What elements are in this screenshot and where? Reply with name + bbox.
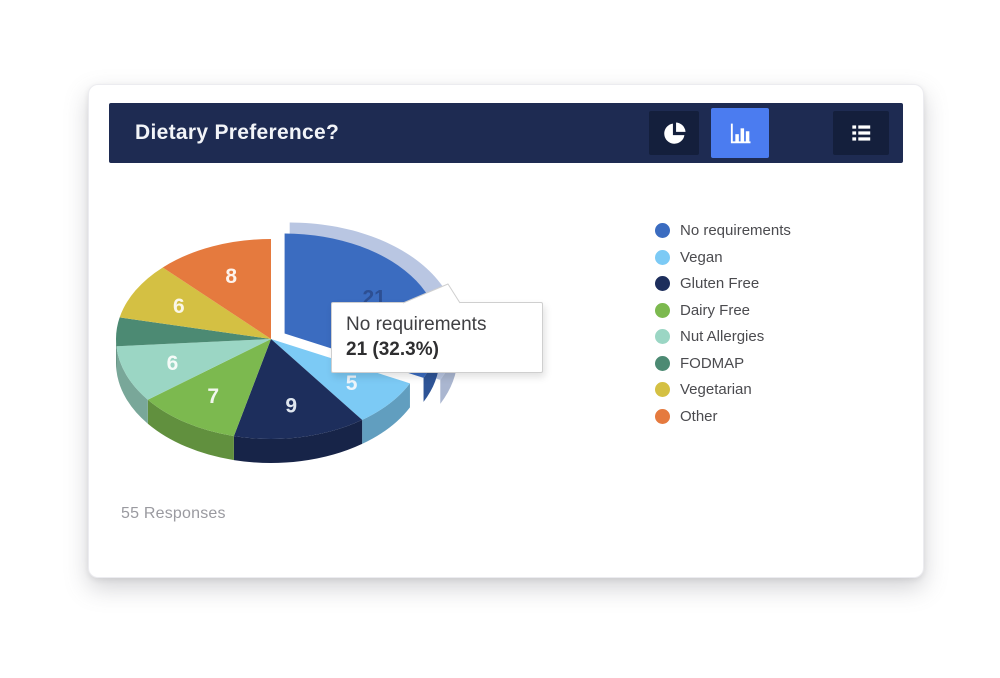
legend-item[interactable]: Nut Allergies <box>655 328 791 345</box>
slice-value-label: 7 <box>207 385 219 408</box>
pie-slice-side[interactable] <box>362 383 410 444</box>
list-view-button[interactable] <box>833 111 889 155</box>
chart-tooltip: No requirements 21 (32.3%) <box>331 302 543 373</box>
legend-swatch <box>655 355 670 371</box>
slice-value-label: 8 <box>225 265 237 288</box>
chart-legend: No requirements Vegan Gluten Free Dairy Fre… <box>655 222 791 425</box>
legend-label: Dairy Free <box>680 301 751 319</box>
legend-swatch <box>655 276 670 291</box>
legend-label: Gluten Free <box>680 275 760 292</box>
slice-value-label: 9 <box>285 395 297 418</box>
responses-count: 55 Responses <box>121 505 226 522</box>
legend-item[interactable]: Other <box>655 407 791 425</box>
list-icon <box>848 120 874 146</box>
question-title: Dietary Preference? <box>135 121 340 144</box>
pie-slice-side[interactable] <box>116 346 148 424</box>
slice-value-label: 5 <box>346 372 358 395</box>
legend-label: Other <box>680 407 718 425</box>
legend-label: Vegetarian <box>680 381 752 398</box>
legend-item[interactable]: Dairy Free <box>655 301 791 319</box>
legend-swatch <box>655 249 670 265</box>
pie-slice-fodmap[interactable] <box>116 317 272 347</box>
legend-swatch <box>655 408 670 424</box>
bar-chart-icon <box>726 119 754 147</box>
tooltip-pointer <box>402 283 461 304</box>
pie-slice-vegetarian[interactable] <box>119 267 271 339</box>
legend-label: No requirements <box>680 222 791 239</box>
legend-label: Nut Allergies <box>680 328 765 345</box>
tooltip-category: No requirements <box>346 314 487 335</box>
pie-slice-dairy-free[interactable] <box>147 339 271 437</box>
bar-chart-view-button[interactable] <box>711 108 769 158</box>
legend-swatch <box>655 329 670 344</box>
survey-question-card: Dietary Preference? <box>88 84 924 578</box>
tooltip-value: 21 (32.3%) <box>346 339 439 360</box>
legend-item[interactable]: Vegan <box>655 248 791 266</box>
legend-item[interactable]: Gluten Free <box>655 275 791 292</box>
legend-swatch <box>655 223 670 238</box>
pie-slice-side[interactable] <box>147 399 234 461</box>
legend-label: Vegan <box>680 248 723 266</box>
legend-swatch <box>655 302 670 318</box>
pie-slice-nut-allergies[interactable] <box>116 339 271 400</box>
slice-value-label: 6 <box>173 295 185 318</box>
legend-label: FODMAP <box>680 354 745 372</box>
pie-chart-view-button[interactable] <box>649 111 699 155</box>
legend-item[interactable]: No requirements <box>655 222 791 239</box>
legend-item[interactable]: Vegetarian <box>655 381 791 398</box>
pie-slice-vegan[interactable] <box>271 339 410 420</box>
pie-slice-other[interactable] <box>162 239 271 339</box>
pie-slice-side[interactable] <box>233 419 363 463</box>
legend-item[interactable]: FODMAP <box>655 354 791 372</box>
slice-value-label: 6 <box>167 352 179 375</box>
pie-chart-icon <box>661 120 688 147</box>
legend-swatch <box>655 382 670 397</box>
pie-slice-gluten-free[interactable] <box>233 339 363 439</box>
card-header: Dietary Preference? <box>109 103 903 163</box>
